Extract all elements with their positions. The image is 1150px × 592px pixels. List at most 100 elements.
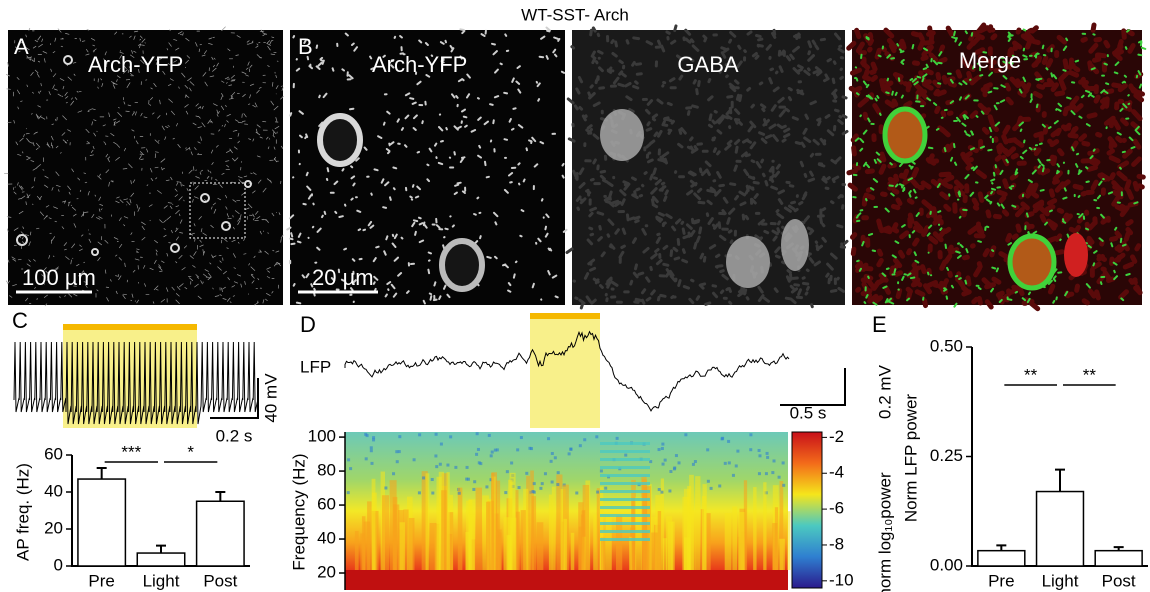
bar	[195, 500, 245, 567]
spectrogram-blob	[398, 435, 402, 439]
spectrogram-blob	[476, 447, 480, 451]
spectrogram-blob	[482, 495, 489, 570]
spectrogram-blob	[399, 522, 405, 570]
spectrogram-blob	[550, 451, 554, 455]
x-tick-label: Post	[1102, 571, 1136, 590]
spectrogram-blob	[596, 488, 600, 570]
spectrogram-blob	[734, 464, 738, 468]
error-bar	[1113, 546, 1124, 551]
spectrogram-blob	[661, 442, 665, 446]
error-bar	[996, 544, 1007, 551]
error-bar	[1055, 468, 1065, 492]
spectrogram-blob	[465, 465, 469, 469]
spectrogram-blob	[369, 449, 373, 453]
voltage-trace	[13, 341, 259, 425]
spectrogram-blob	[466, 477, 470, 481]
spectrogram-blob	[475, 452, 479, 456]
spectrogram-blob	[363, 521, 371, 570]
significance-label: **	[1024, 365, 1038, 384]
spectrogram-blob	[422, 476, 426, 480]
spectrogram-blob	[354, 530, 359, 570]
spectrogram-blob	[531, 489, 535, 493]
spectrogram-blob	[446, 463, 450, 467]
trace-label: LFP	[300, 357, 331, 376]
spectrogram-blob	[479, 462, 483, 466]
cell	[91, 248, 99, 256]
spectrogram-blob	[365, 434, 369, 438]
spectrogram-stripe	[600, 458, 650, 461]
spectrogram-blob	[582, 484, 590, 570]
spectrogram-blob	[779, 538, 785, 570]
spectrogram-blob	[724, 513, 732, 570]
lfp-trace	[344, 330, 790, 412]
spectrogram-blob	[516, 448, 520, 452]
spectrogram-blob	[543, 472, 547, 476]
panel-letter: C	[12, 308, 28, 333]
spectrogram-blob	[684, 537, 691, 570]
y-tick-label: 0.00	[930, 555, 963, 574]
cell	[882, 106, 928, 164]
spectrogram-blob	[457, 491, 461, 495]
spectrogram-blob	[595, 435, 599, 439]
spectrogram-blob	[529, 447, 533, 451]
y-tick-label: 0.25	[930, 446, 963, 465]
spectrogram-blob	[668, 489, 672, 493]
spectrogram-blob	[605, 513, 612, 570]
y-tick-label: 20	[317, 562, 336, 581]
spectrogram-blob	[660, 490, 664, 494]
spectrogram-blob	[771, 471, 775, 475]
spectrogram-stripe	[600, 482, 650, 485]
spectrogram-blob	[395, 460, 399, 464]
spectrogram-blob	[539, 486, 543, 490]
spectrogram-blob	[441, 490, 447, 570]
spectrogram-blob	[430, 477, 434, 481]
cell	[170, 243, 180, 253]
spectrogram-blob	[496, 529, 502, 570]
y-tick-label: 20	[44, 518, 63, 537]
axis	[71, 455, 250, 567]
spectrogram-blob	[346, 491, 350, 495]
spectrogram-blob	[732, 506, 738, 570]
spectrogram-blob	[706, 513, 711, 570]
spectrogram-blob	[731, 473, 735, 477]
spectrogram-stripe	[600, 498, 650, 501]
spectrogram-blob	[738, 512, 745, 570]
spectrogram-blob	[556, 474, 563, 570]
error-bar	[96, 466, 107, 480]
spectrogram-blob	[425, 473, 430, 570]
y-tick-label: 40	[44, 481, 63, 500]
spectrogram-blob	[663, 458, 667, 462]
colorbar-tick-label: -4	[829, 463, 844, 482]
spectrogram-blob	[473, 480, 477, 484]
spectrogram-blob	[682, 496, 689, 570]
spectrogram-stripe	[600, 522, 650, 525]
y-tick-label: 60	[317, 495, 336, 514]
y-axis-label: Frequency (Hz)	[289, 453, 308, 570]
spectrogram-blob	[649, 460, 653, 464]
spectrogram-blob	[487, 433, 491, 437]
spectrogram-blob	[569, 447, 573, 451]
panel-label: Merge	[959, 48, 1021, 73]
cell	[63, 55, 73, 65]
spectrogram-blob	[749, 433, 753, 437]
spectrogram-blob	[449, 435, 453, 439]
spectrogram-blob	[727, 439, 731, 443]
spectrogram-blob	[777, 475, 781, 479]
colorbar-tick-label: -2	[829, 427, 844, 446]
spectrogram-blob	[393, 504, 400, 570]
scale-bar	[210, 378, 259, 419]
spectrogram-blob	[779, 480, 784, 570]
panel-letter: A	[14, 34, 29, 59]
spectrogram-blob	[575, 491, 579, 495]
spectrogram-blob	[669, 469, 673, 473]
spectrogram-blob	[570, 532, 575, 570]
spectrogram-blob	[660, 447, 664, 451]
spectrogram-blob	[599, 469, 603, 473]
spectrogram-blob	[657, 488, 661, 492]
spectrogram-blob	[489, 454, 493, 458]
spectrogram-blob	[578, 502, 584, 570]
spectrogram-blob	[624, 453, 628, 457]
x-tick-label: Post	[203, 571, 237, 590]
bar	[977, 549, 1026, 567]
spectrogram-blob	[528, 446, 532, 450]
